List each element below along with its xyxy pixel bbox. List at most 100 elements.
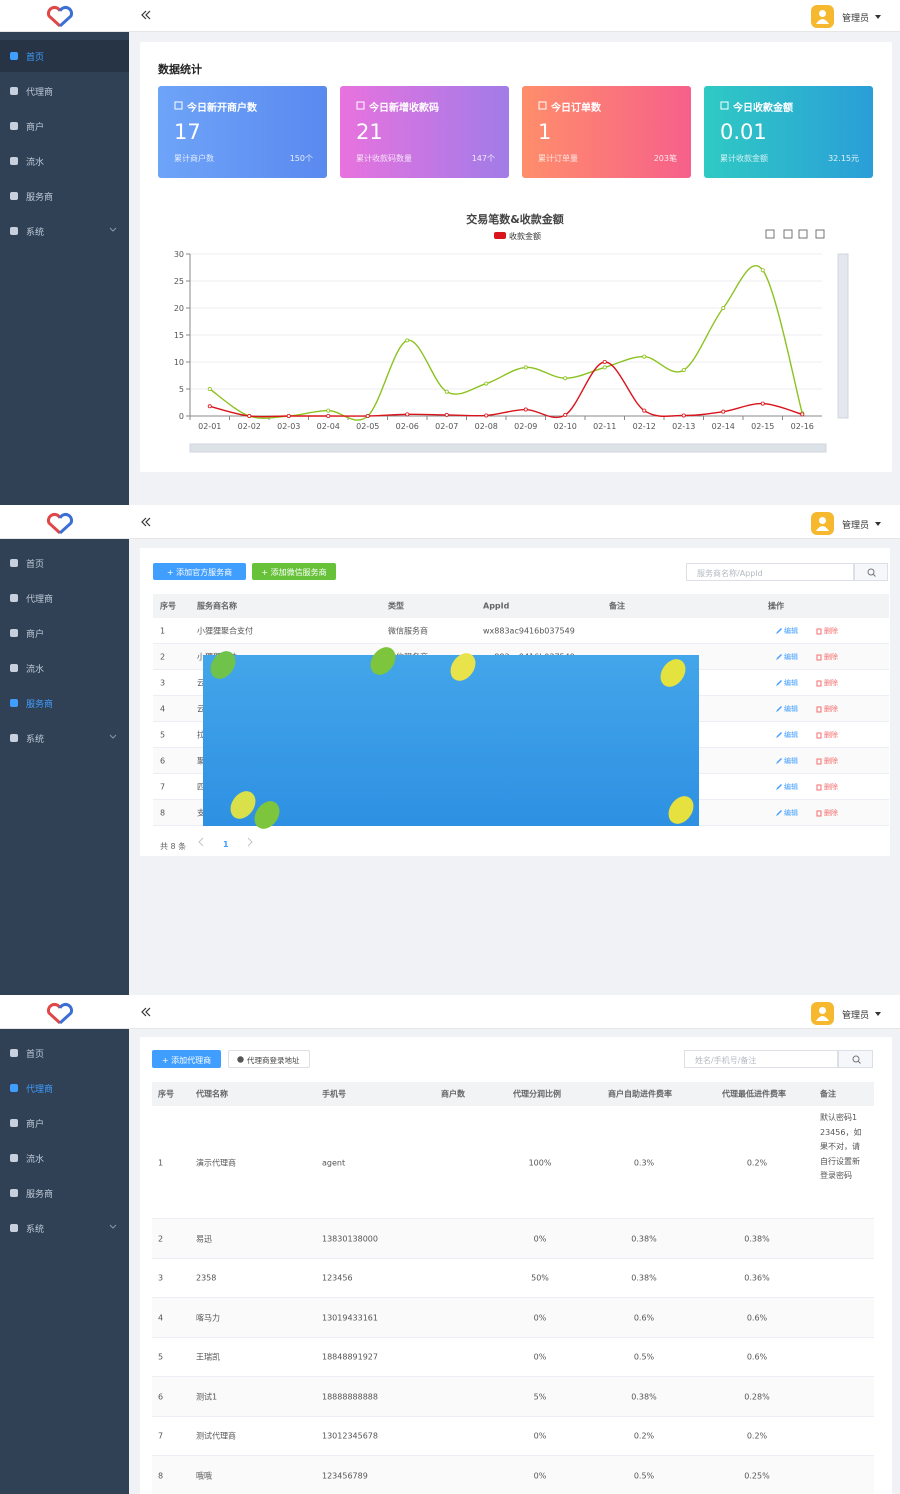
menu-item[interactable]: 流水 <box>0 652 129 684</box>
menu-label[interactable]: 服务商 <box>26 193 54 203</box>
search-input[interactable]: 姓名/手机号/备注 <box>684 1050 838 1068</box>
user-name[interactable]: 管理员 <box>842 14 870 24</box>
delete-link[interactable]: 删除 <box>824 757 838 765</box>
button-label[interactable]: + 添加官方服务商 <box>166 568 233 577</box>
menu-item[interactable]: 服务商 <box>0 180 129 212</box>
action-button[interactable]: + 添加官方服务商 <box>153 563 246 580</box>
menu-label[interactable]: 流水 <box>26 158 45 168</box>
menu-label[interactable]: 系统 <box>26 228 45 238</box>
x-tick-label: 02-12 <box>633 422 656 431</box>
menu-label[interactable]: 系统 <box>26 735 45 745</box>
table-cell: 0.6% <box>746 1313 768 1323</box>
table-cell: 0.38% <box>744 1234 770 1244</box>
edit-link[interactable]: 编辑 <box>784 627 798 635</box>
delete-link[interactable]: 删除 <box>824 783 838 791</box>
pen <box>776 706 782 712</box>
logo-left <box>46 5 62 28</box>
top-bar <box>0 0 900 32</box>
column-header: 序号 <box>160 601 176 611</box>
menu-label[interactable]: 代理商 <box>26 1085 54 1095</box>
x-tick-label: 02-10 <box>554 422 577 431</box>
search-button[interactable] <box>838 1050 873 1068</box>
avatar[interactable] <box>811 512 834 535</box>
collapse-icon[interactable] <box>141 517 151 527</box>
menu-item[interactable]: 商户 <box>0 617 129 649</box>
head <box>819 1007 826 1014</box>
stat-title: 今日收款金额 <box>733 103 793 114</box>
pager-prev <box>198 837 204 847</box>
menu-item[interactable]: 服务商 <box>0 687 129 719</box>
menu-label[interactable]: 流水 <box>26 1155 45 1165</box>
menu-item[interactable]: 首页 <box>0 40 129 72</box>
search-input[interactable]: 服务商名称/AppId <box>686 563 854 581</box>
menu-label[interactable]: 商户 <box>26 123 45 133</box>
menu-icon <box>10 699 18 707</box>
menu-item[interactable]: 系统 <box>0 1212 129 1244</box>
user-name[interactable]: 管理员 <box>842 521 870 531</box>
button-label[interactable]: + 添加代理商 <box>161 1056 212 1065</box>
menu-label[interactable]: 商户 <box>26 630 45 640</box>
search-button[interactable] <box>854 563 888 581</box>
logo-right <box>58 512 74 535</box>
data-point <box>602 365 607 370</box>
menu-item[interactable]: 流水 <box>0 1142 129 1174</box>
edit-link[interactable]: 编辑 <box>784 757 798 765</box>
user-name[interactable]: 管理员 <box>842 1011 870 1021</box>
menu-label[interactable]: 服务商 <box>26 700 54 710</box>
icon-shape <box>10 1154 18 1162</box>
button-label[interactable]: 代理商登录地址 <box>247 1056 300 1065</box>
button-label[interactable]: + 添加微信服务商 <box>261 568 327 577</box>
menu-label[interactable]: 代理商 <box>26 595 54 605</box>
stat-card: 今日订单数 1 累计订单量 203笔 <box>522 86 691 178</box>
menu-label[interactable]: 首页 <box>26 53 45 63</box>
pager-next <box>247 837 253 847</box>
action-button[interactable]: 代理商登录地址 <box>228 1050 310 1068</box>
menu-item[interactable]: 商户 <box>0 1107 129 1139</box>
menu-label[interactable]: 代理商 <box>26 88 54 98</box>
avatar-figure <box>816 1007 829 1021</box>
action-button[interactable]: + 添加微信服务商 <box>252 563 336 580</box>
edit-link[interactable]: 编辑 <box>784 679 798 687</box>
edit-link[interactable]: 编辑 <box>784 809 798 817</box>
menu-label[interactable]: 首页 <box>26 560 45 570</box>
delete-link[interactable]: 删除 <box>824 809 838 817</box>
menu-item[interactable]: 代理商 <box>0 582 129 614</box>
user-caret <box>875 15 881 19</box>
collapse-icon[interactable] <box>141 10 151 20</box>
avatar[interactable] <box>811 5 834 28</box>
delete-link[interactable]: 删除 <box>824 705 838 713</box>
pager-current[interactable]: 1 <box>223 840 229 849</box>
collapse-icon[interactable] <box>141 1007 151 1017</box>
edit-link[interactable]: 编辑 <box>784 783 798 791</box>
menu-label[interactable]: 系统 <box>26 1225 45 1235</box>
pen <box>776 654 782 660</box>
action-button[interactable]: + 添加代理商 <box>152 1050 221 1068</box>
table-cell: 0.38% <box>631 1273 657 1283</box>
menu-item[interactable]: 代理商 <box>0 75 129 107</box>
edit-link[interactable]: 编辑 <box>784 731 798 739</box>
menu-item[interactable]: 系统 <box>0 722 129 754</box>
delete-link[interactable]: 删除 <box>824 679 838 687</box>
stat-icon <box>720 101 729 110</box>
menu-item[interactable]: 代理商 <box>0 1072 129 1104</box>
menu-label[interactable]: 流水 <box>26 665 45 675</box>
menu-item[interactable]: 服务商 <box>0 1177 129 1209</box>
avatar[interactable] <box>811 1002 834 1025</box>
menu-label[interactable]: 首页 <box>26 1050 45 1060</box>
body <box>816 1016 829 1021</box>
series-line <box>209 361 803 419</box>
menu-item[interactable]: 系统 <box>0 215 129 247</box>
menu-item[interactable]: 商户 <box>0 110 129 142</box>
menu-item[interactable]: 首页 <box>0 547 129 579</box>
delete-link[interactable]: 删除 <box>824 627 838 635</box>
edit-link[interactable]: 编辑 <box>784 653 798 661</box>
menu-label[interactable]: 服务商 <box>26 1190 54 1200</box>
edit-link[interactable]: 编辑 <box>784 705 798 713</box>
table-cell: 测试代理商 <box>196 1431 236 1441</box>
menu-item[interactable]: 首页 <box>0 1037 129 1069</box>
delete-link[interactable]: 删除 <box>824 731 838 739</box>
menu-label[interactable]: 商户 <box>26 1120 45 1130</box>
menu-item[interactable]: 流水 <box>0 145 129 177</box>
caret <box>875 15 881 19</box>
delete-link[interactable]: 删除 <box>824 653 838 661</box>
